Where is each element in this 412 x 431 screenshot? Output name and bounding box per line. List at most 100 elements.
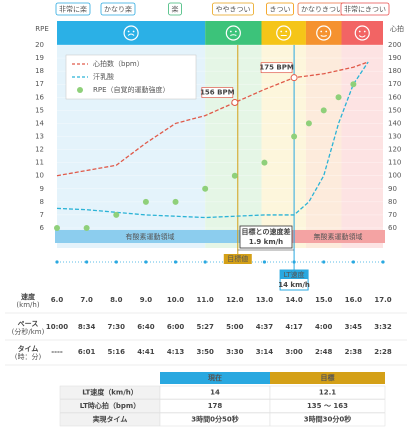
y-tick-label: 11 — [35, 159, 44, 167]
x-tick-label: 10.0 — [167, 296, 184, 304]
x-tick — [203, 260, 207, 264]
rpe-point — [291, 133, 298, 140]
face-eye — [132, 30, 135, 33]
lt-value: 14 km/h — [278, 281, 310, 289]
rpe-label: 非常にきつい — [344, 5, 386, 14]
y-tick-label: 15 — [35, 106, 44, 114]
x-tick-label: 12.0 — [226, 296, 243, 304]
y2-tick-label: 170 — [388, 80, 401, 88]
face-mouth — [358, 35, 366, 38]
x-tick — [381, 260, 385, 264]
rpe-label-box — [266, 2, 294, 16]
pace-cell: 6:00 — [167, 323, 185, 331]
face-icon — [276, 25, 292, 41]
time-cell: ---- — [51, 348, 63, 356]
row-label: 速度 — [21, 292, 36, 301]
rpe-label: かなりきつい — [301, 6, 343, 14]
time-cell: 3:14 — [256, 348, 274, 356]
rpe-label: ややきつい — [216, 6, 251, 14]
face-eye — [234, 30, 237, 33]
y-axis-label: RPE — [35, 25, 49, 33]
summary-cell: LT時心拍（bpm） — [80, 401, 140, 410]
x-tick — [114, 260, 118, 264]
rpe-point — [54, 225, 60, 231]
annotation-text: 156 BPM — [200, 89, 235, 97]
summary-header-bg — [270, 372, 385, 384]
y2-tick-label: 200 — [388, 41, 401, 49]
y2-tick-label: 90 — [388, 185, 397, 193]
y2-tick-label: 100 — [388, 172, 401, 180]
rpe-label-box — [168, 2, 182, 16]
anaerobic-label: 無酸素運動領域 — [314, 232, 363, 241]
zone-header — [305, 21, 342, 45]
time-cell: 3:50 — [196, 348, 214, 356]
x-tick-label: 15.0 — [315, 296, 332, 304]
y-tick-label: 20 — [35, 41, 44, 49]
y-tick-label: 10 — [35, 172, 44, 180]
rpe-label: 非常に楽 — [59, 5, 87, 14]
lt-label: LT速度 — [283, 270, 304, 279]
pace-cell: 3:45 — [345, 323, 363, 331]
zone-header — [261, 21, 306, 45]
zone-bg — [261, 45, 306, 248]
pace-cell: 5:00 — [226, 323, 244, 331]
series-line — [56, 61, 369, 219]
lt-tag-top — [280, 270, 309, 279]
y2-tick-label: 160 — [388, 93, 401, 101]
x-tick-label: 13.0 — [256, 296, 273, 304]
y-tick-label: 6 — [40, 224, 45, 232]
time-cell: 6:01 — [78, 348, 96, 356]
face-icon — [354, 25, 370, 41]
face-mouth — [230, 34, 237, 36]
face-eye — [280, 30, 283, 33]
face-eye — [229, 30, 232, 33]
zone-header — [205, 21, 262, 45]
zone-bg — [305, 45, 342, 248]
y-tick-label: 18 — [35, 67, 44, 75]
summary-header: 現在 — [208, 373, 222, 382]
time-cell: 3:00 — [285, 348, 303, 356]
rpe-label: 楽 — [172, 5, 179, 14]
x-tick — [173, 260, 178, 264]
x-tick-label: 8.0 — [110, 296, 123, 304]
rpe-point — [172, 198, 179, 205]
x-tick-label: 7.0 — [80, 296, 93, 304]
y-tick-label: 17 — [35, 80, 44, 88]
rpe-label-box — [55, 2, 91, 16]
annotation-box — [201, 87, 234, 98]
x-tick — [351, 260, 355, 264]
time-cell: 4:13 — [167, 348, 185, 356]
pace-cell: 4:17 — [285, 323, 303, 331]
series-line — [56, 61, 369, 177]
y2-tick-label: 130 — [388, 133, 401, 141]
aerobic-band — [55, 230, 240, 243]
annotation-point — [231, 99, 239, 107]
y-tick-label: 19 — [35, 54, 44, 62]
face-eye — [358, 30, 361, 33]
summary-cell-bg — [269, 385, 386, 400]
face-icon — [316, 25, 332, 41]
pace-cell: 5:27 — [196, 323, 214, 331]
y-tick-label: 12 — [35, 146, 44, 154]
y2-tick-label: 60 — [388, 224, 397, 232]
pace-cell: 8:34 — [78, 323, 96, 331]
face-eye — [320, 30, 323, 33]
y2-tick-label: 150 — [388, 106, 401, 114]
face-icon — [123, 25, 139, 41]
annotation-box — [260, 62, 293, 74]
rpe-point — [231, 172, 238, 179]
time-cell: 3:30 — [226, 348, 244, 356]
y2-tick-label: 110 — [388, 159, 401, 167]
summary-cell: 178 — [208, 402, 223, 410]
pace-cell: 3:32 — [374, 323, 392, 331]
face-icon — [225, 25, 241, 41]
target-label: 目標値 — [227, 254, 248, 263]
y-tick-label: 16 — [35, 93, 44, 101]
x-tick-label: 17.0 — [374, 296, 391, 304]
y2-tick-label: 120 — [388, 146, 401, 154]
pace-cell: 4:37 — [256, 323, 274, 331]
x-tick-label: 6.0 — [51, 296, 64, 304]
row-unit: (km/h) — [16, 301, 39, 309]
summary-cell-bg — [269, 399, 386, 413]
